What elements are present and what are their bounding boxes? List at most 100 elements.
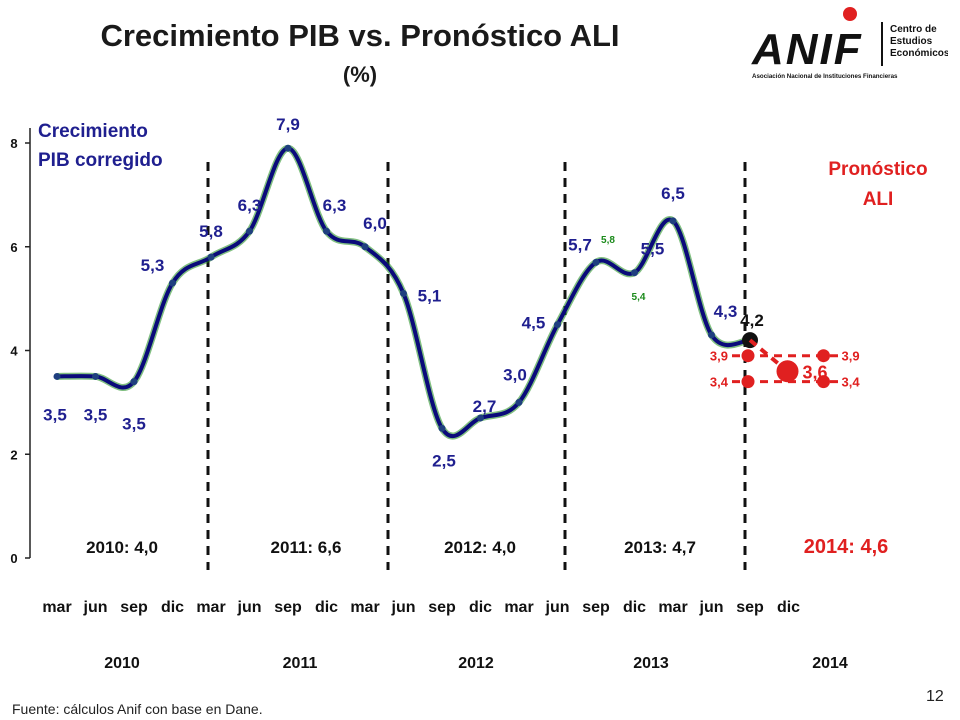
annual-growth-label: 2013: 4,7	[624, 538, 696, 557]
data-label: 3,5	[122, 415, 146, 434]
data-point	[631, 269, 638, 277]
data-point	[361, 243, 369, 251]
data-label: 6,0	[363, 214, 387, 233]
forecast-band-label: 3,4	[842, 375, 861, 390]
x-tick-month: dic	[777, 599, 800, 616]
data-point	[669, 217, 677, 225]
page-number: 12	[926, 688, 944, 705]
forecast-band-label: 3,4	[710, 375, 729, 390]
data-point	[130, 378, 138, 386]
data-point	[554, 321, 561, 329]
x-tick-month: jun	[391, 599, 416, 616]
logo-red-dot	[843, 7, 857, 21]
forecast-band-point	[741, 375, 755, 389]
annual-growth-label: 2011: 6,6	[271, 538, 342, 557]
x-tick-month: mar	[504, 599, 533, 616]
secondary-label: 5,8	[601, 235, 615, 246]
data-label: 5,5	[641, 240, 665, 259]
logo-association: Asociación Nacional de Instituciones Fin…	[752, 73, 898, 80]
y-tick-label: 6	[10, 240, 17, 255]
data-label: 6,5	[661, 184, 685, 203]
data-label: 3,5	[84, 405, 108, 424]
x-tick-month: sep	[736, 599, 764, 616]
x-tick-month: dic	[161, 599, 184, 616]
page-subtitle: (%)	[342, 62, 378, 87]
forecast-central-point	[776, 360, 799, 383]
x-tick-month: jun	[699, 599, 724, 616]
y-tick-label: 8	[10, 136, 17, 151]
data-point	[592, 258, 600, 266]
source-note: Fuente: cálculos Anif con base en Dane.	[12, 701, 263, 717]
y-tick-label: 2	[10, 447, 17, 462]
x-tick-month: dic	[315, 599, 338, 616]
x-tick-month: mar	[196, 599, 225, 616]
data-point	[515, 398, 523, 406]
forecast-band-point	[741, 349, 755, 363]
x-tick-month: dic	[469, 599, 492, 616]
x-tick-month: mar	[658, 599, 687, 616]
data-point	[323, 227, 330, 235]
forecast-central-label: 3,6	[803, 362, 828, 382]
x-tick-month: sep	[120, 599, 148, 616]
annual-growth-label: 2012: 4,0	[444, 538, 516, 557]
data-label: 2,5	[432, 451, 456, 470]
data-label: 2,7	[473, 397, 497, 416]
forecast-name-line2: ALI	[863, 189, 894, 210]
data-point	[53, 372, 61, 380]
forecast-band-label: 3,9	[842, 349, 860, 364]
y-tick-label: 0	[10, 551, 17, 566]
data-label: 6,3	[238, 196, 262, 215]
annual-growth-label: 2010: 4,0	[86, 538, 158, 557]
data-label: 4,3	[714, 302, 738, 321]
forecast-band-point	[817, 349, 830, 363]
forecast-band-label: 3,9	[710, 349, 728, 364]
logo-center-line1: Centro de	[890, 24, 937, 35]
last-data-label: 4,2	[740, 311, 764, 330]
x-tick-year: 2014	[812, 655, 848, 672]
anif-logo: ANIF Centro de Estudios Económicos Asoci…	[751, 7, 948, 80]
x-tick-year: 2010	[104, 655, 140, 672]
data-point	[169, 279, 176, 287]
forecast-band-point	[817, 375, 830, 389]
x-tick-year: 2013	[633, 655, 669, 672]
logo-brand: ANIF	[751, 25, 863, 74]
data-point	[207, 253, 215, 261]
x-tick-month: jun	[83, 599, 108, 616]
data-label: 6,3	[323, 196, 347, 215]
data-label: 5,1	[418, 286, 442, 305]
data-label: 5,7	[568, 235, 592, 254]
data-label: 3,5	[43, 405, 67, 424]
forecast-name-line1: Pronóstico	[828, 159, 927, 180]
data-label: 4,5	[522, 314, 546, 333]
x-tick-month: sep	[274, 599, 302, 616]
logo-center-line2: Estudios	[890, 36, 933, 47]
y-tick-label: 4	[10, 344, 18, 359]
logo-center-line3: Económicos	[890, 48, 948, 59]
x-tick-month: mar	[42, 599, 71, 616]
data-point	[400, 289, 407, 297]
data-point	[246, 227, 253, 235]
x-tick-month: sep	[428, 599, 456, 616]
x-tick-month: mar	[350, 599, 379, 616]
page-title: Crecimiento PIB vs. Pronóstico ALI	[100, 18, 620, 53]
secondary-label: 5,4	[632, 292, 646, 303]
data-label: 7,9	[276, 115, 300, 134]
series-label-line1: Crecimiento	[38, 121, 148, 142]
x-tick-year: 2011	[283, 655, 318, 672]
x-tick-month: jun	[545, 599, 570, 616]
data-point	[477, 414, 484, 422]
x-tick-month: jun	[237, 599, 262, 616]
x-tick-month: dic	[623, 599, 646, 616]
x-tick-year: 2012	[458, 655, 494, 672]
data-label: 5,8	[199, 222, 223, 241]
annual-growth-label: 2014: 4,6	[804, 536, 889, 558]
data-point	[284, 144, 292, 152]
x-tick-month: sep	[582, 599, 610, 616]
data-label: 5,3	[141, 256, 165, 275]
data-point	[92, 372, 99, 380]
data-label: 3,0	[503, 365, 527, 384]
data-point	[708, 331, 715, 339]
series-label-line2: PIB corregido	[38, 150, 163, 171]
data-point	[438, 424, 446, 432]
